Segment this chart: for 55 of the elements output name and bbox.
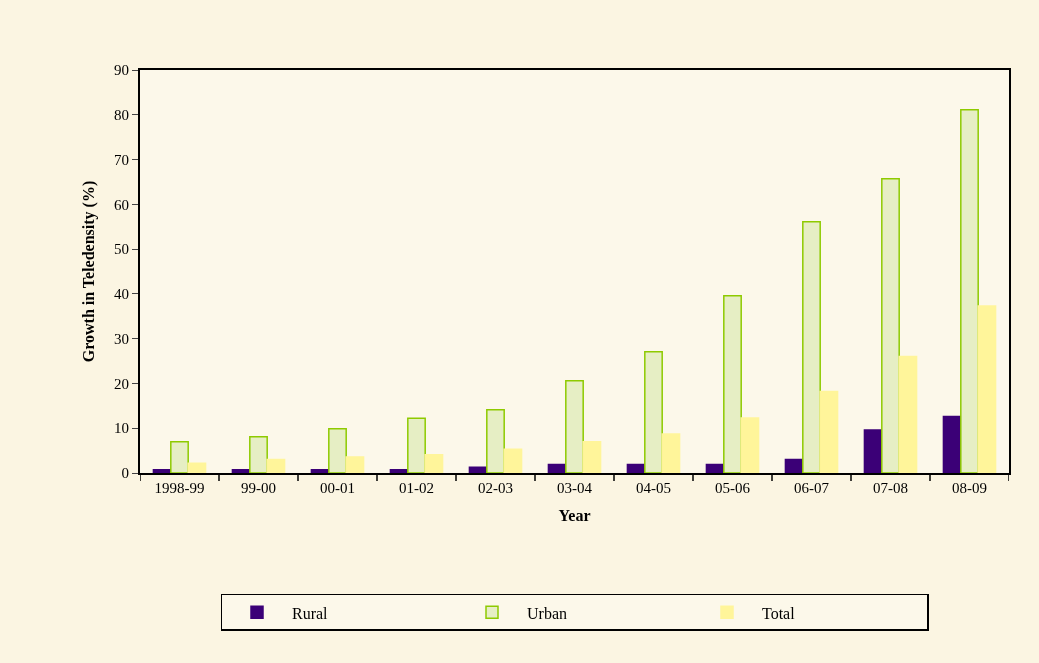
bar [187, 462, 207, 473]
bar [863, 429, 883, 473]
bar [170, 440, 189, 473]
x-tick-label: 06-07 [794, 480, 830, 496]
y-tick-label: 50 [114, 241, 129, 258]
y-tick-label: 90 [114, 62, 129, 79]
bar [582, 440, 602, 473]
bar [468, 466, 488, 473]
y-tick-label: 40 [114, 286, 129, 303]
y-tick-label: 30 [114, 330, 129, 347]
y-axis-title: Growth in Teledensity (%) [80, 180, 99, 363]
bar [266, 458, 286, 473]
bar [661, 433, 681, 473]
bar [407, 417, 426, 473]
bar [740, 417, 760, 473]
bar [249, 435, 268, 473]
y-tick-label: 80 [114, 107, 129, 124]
bar [503, 448, 523, 473]
x-tick-label: 99-00 [241, 480, 276, 496]
bar [231, 469, 251, 473]
x-tick-label: 03-04 [557, 480, 593, 496]
bar [723, 294, 742, 473]
bar [881, 178, 900, 473]
y-tick-label: 60 [114, 196, 129, 213]
x-tick-label: 1998-99 [154, 480, 205, 496]
bar [486, 409, 505, 473]
y-tick-label: 20 [114, 375, 129, 392]
bar [424, 453, 444, 473]
legend-label: Total [762, 604, 796, 622]
x-tick-label: 07-08 [873, 480, 908, 496]
bar [345, 456, 365, 473]
bar [977, 305, 997, 473]
bar [802, 221, 821, 473]
legend-label: Urban [527, 604, 567, 622]
y-tick-label: 0 [121, 465, 129, 482]
bar [644, 350, 663, 473]
x-tick-label: 01-02 [399, 480, 434, 496]
y-tick-label: 10 [114, 420, 129, 437]
x-tick-label: 05-06 [715, 480, 751, 496]
x-tick-label: 02-03 [478, 480, 513, 496]
bar [328, 427, 347, 473]
bar [310, 469, 330, 473]
bar [898, 355, 918, 473]
y-tick-label: 70 [114, 151, 129, 168]
x-tick-label: 00-01 [320, 480, 355, 496]
x-axis-title: Year [558, 507, 591, 525]
bar [960, 109, 979, 473]
bar [565, 380, 584, 473]
bar [152, 469, 172, 473]
bar [819, 390, 839, 473]
x-tick-label: 08-09 [952, 480, 987, 496]
x-tick-label: 04-05 [636, 480, 671, 496]
legend-label: Rural [292, 604, 329, 622]
bar [942, 415, 962, 473]
bar [389, 469, 409, 473]
